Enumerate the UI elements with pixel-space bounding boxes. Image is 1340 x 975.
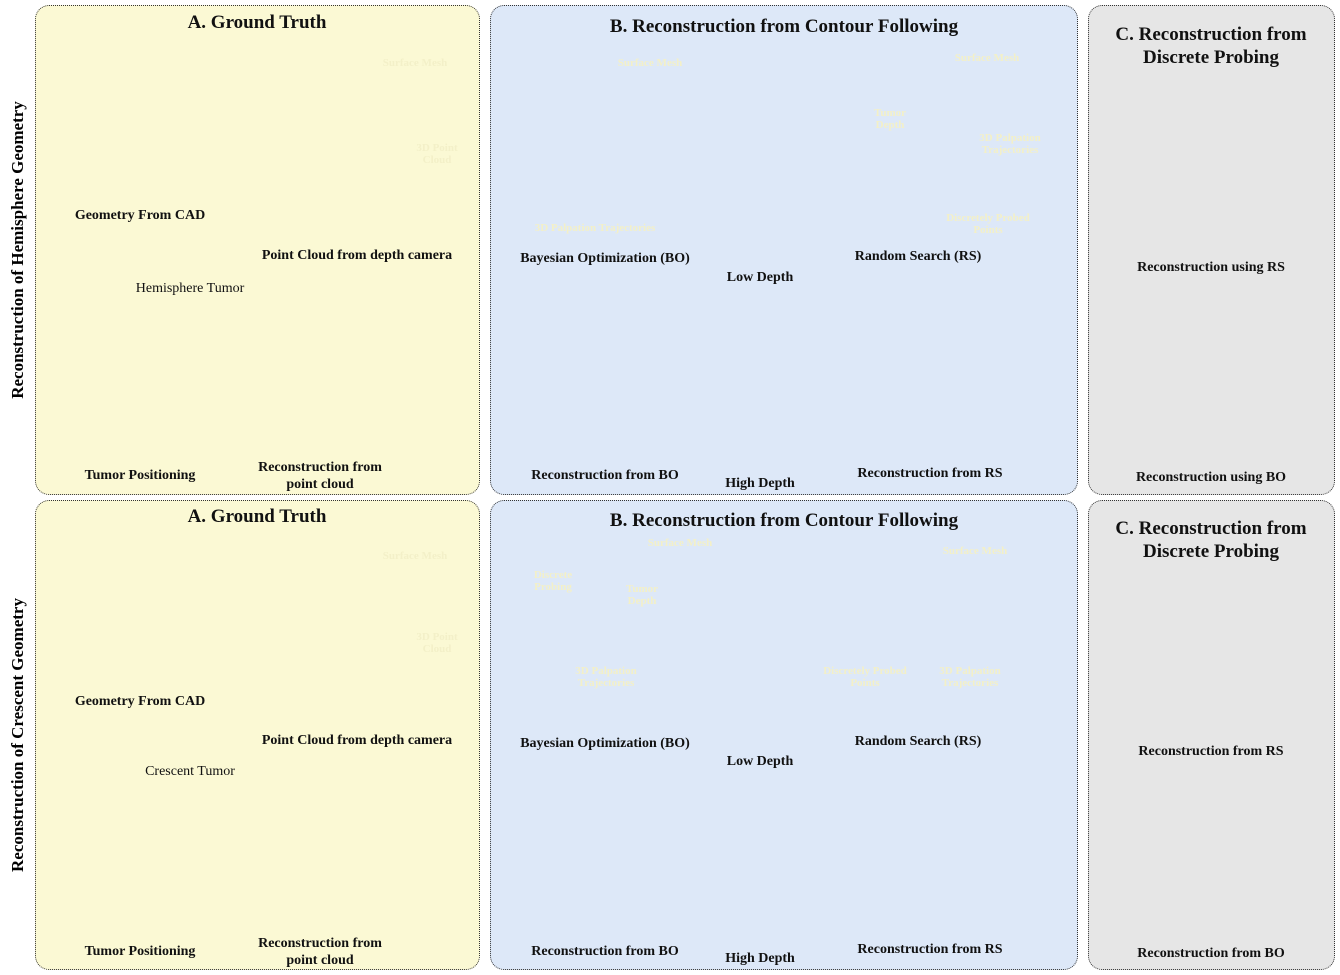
caption: Random Search (RS)	[808, 733, 1028, 750]
caption: Reconstruction from BO	[505, 943, 705, 960]
tumor-label: Hemisphere Tumor	[120, 280, 260, 297]
caption: Reconstruction from BO	[505, 467, 705, 484]
caption: Reconstruction from RS	[1096, 743, 1326, 760]
panel-title: A. Ground Truth	[107, 505, 407, 528]
panel-title: B. Reconstruction from Contour Following	[534, 509, 1034, 532]
image-label: 3D Palpation Trajectories	[551, 665, 661, 689]
caption: Point Cloud from depth camera	[242, 732, 472, 749]
colorbar-label: High Depth	[715, 475, 805, 492]
colorbar-label: High Depth	[715, 950, 805, 967]
image-label: 3D Palpation Trajectories	[515, 222, 675, 234]
caption: Reconstruction from point cloud	[255, 935, 385, 969]
panel	[1088, 500, 1335, 970]
caption: Geometry From CAD	[40, 693, 240, 710]
caption: Tumor Positioning	[40, 467, 240, 484]
image-label: Surface Mesh	[375, 57, 455, 69]
image-label: 3D Palpation Trajectories	[960, 132, 1060, 156]
panel-title: B. Reconstruction from Contour Following	[534, 15, 1034, 38]
side-label: Reconstruction of Crescent Geometry	[8, 598, 28, 872]
image-label: Discretely Probed Points	[938, 212, 1038, 236]
caption: Reconstruction using BO	[1096, 469, 1326, 486]
caption: Reconstruction from point cloud	[255, 459, 385, 493]
panel-title: C. Reconstruction from Discrete Probing	[1096, 23, 1326, 69]
colorbar-label: Low Depth	[715, 269, 805, 286]
panel	[1088, 5, 1335, 495]
image-label: 3D Point Cloud	[412, 142, 462, 166]
image-label: 3D Point Cloud	[412, 631, 462, 655]
caption: Bayesian Optimization (BO)	[495, 735, 715, 752]
figure: {"rows":[ {"side_label":"Reconstruction …	[0, 0, 1340, 975]
image-label: Surface Mesh	[947, 52, 1027, 64]
tumor-label: Crescent Tumor	[120, 763, 260, 780]
caption: Point Cloud from depth camera	[242, 247, 472, 264]
image-label: Surface Mesh	[640, 537, 720, 549]
panel-title: A. Ground Truth	[107, 11, 407, 34]
image-label: 3D Palpation Trajectories	[920, 665, 1020, 689]
image-label: Surface Mesh	[610, 57, 690, 69]
caption: Reconstruction from BO	[1096, 945, 1326, 962]
caption: Tumor Positioning	[40, 943, 240, 960]
caption: Bayesian Optimization (BO)	[495, 250, 715, 267]
caption: Reconstruction from RS	[830, 465, 1030, 482]
caption: Geometry From CAD	[40, 207, 240, 224]
caption: Reconstruction using RS	[1096, 259, 1326, 276]
image-label: Surface Mesh	[935, 545, 1015, 557]
caption: Random Search (RS)	[808, 248, 1028, 265]
side-label: Reconstruction of Hemisphere Geometry	[8, 101, 28, 399]
image-label: Discrete Probing	[523, 569, 583, 593]
image-label: Surface Mesh	[375, 550, 455, 562]
image-label: Tumor Depth	[617, 583, 667, 607]
caption: Reconstruction from RS	[830, 941, 1030, 958]
panel-title: C. Reconstruction from Discrete Probing	[1096, 517, 1326, 563]
image-label: Tumor Depth	[865, 107, 915, 131]
colorbar-label: Low Depth	[715, 753, 805, 770]
image-label: Discretely Probed Points	[820, 665, 910, 689]
